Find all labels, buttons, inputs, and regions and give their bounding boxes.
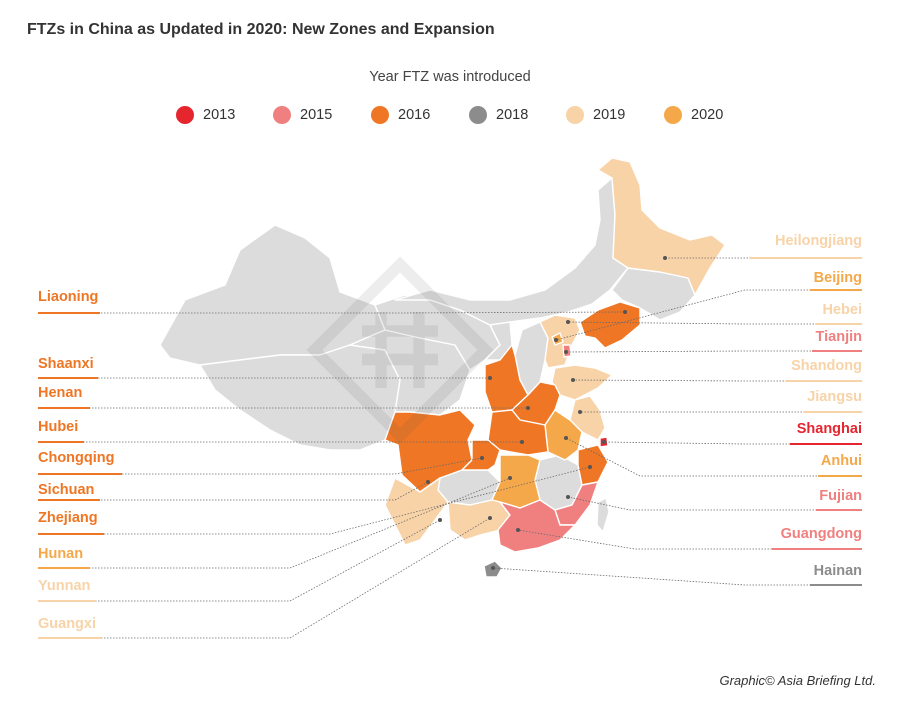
province-zhejiang: [577, 444, 609, 486]
legend-swatch-2015: [273, 106, 291, 124]
label-beijing: Beijing: [813, 270, 862, 286]
leader-line-guangxi: [38, 517, 491, 639]
province-shaanxi: [484, 344, 529, 413]
label-fujian: Fujian: [819, 488, 862, 504]
anchor-dot-shaanxi: [488, 376, 492, 380]
legend-item-2015: 2015: [273, 106, 332, 124]
anchor-dot-shanghai: [602, 440, 606, 444]
province-taiwan: [596, 497, 610, 533]
anchor-dot-guangxi: [488, 516, 492, 520]
label-hunan: Hunan: [38, 546, 84, 562]
province-heilongjiang: [597, 157, 726, 296]
leader-line-anhui: [565, 437, 862, 477]
anchor-dot-jiangsu: [578, 410, 582, 414]
label-chongqing: Chongqing: [38, 450, 115, 466]
label-sichuan: Sichuan: [38, 482, 95, 498]
anchor-dot-hebei: [566, 320, 570, 324]
legend-item-2020: 2020: [664, 106, 723, 124]
province-guangdong: [497, 499, 576, 553]
legend-label-2013: 2013: [203, 107, 236, 123]
anchor-dot-fujian: [566, 495, 570, 499]
anchor-dot-guangdong: [516, 528, 520, 532]
label-shandong: Shandong: [791, 358, 862, 374]
leader-line-zhejiang: [38, 466, 591, 535]
label-hainan: Hainan: [813, 563, 862, 579]
credit-text: Graphic© Asia Briefing Ltd.: [719, 673, 876, 688]
legend-label-2015: 2015: [300, 107, 333, 123]
legend-item-2019: 2019: [566, 106, 625, 124]
anchor-dot-liaoning: [623, 310, 627, 314]
leader-line-hainan: [492, 567, 862, 586]
legend-item-2013: 2013: [176, 106, 235, 124]
label-yunnan: Yunnan: [38, 578, 91, 594]
legend-label-2019: 2019: [593, 107, 626, 123]
anchor-dot-beijing: [554, 338, 558, 342]
anchor-dot-hainan: [491, 566, 495, 570]
anchor-dot-sichuan: [426, 480, 430, 484]
anchor-dot-heilongjiang: [663, 256, 667, 260]
label-shaanxi: Shaanxi: [38, 356, 94, 372]
legend-swatch-2020: [664, 106, 682, 124]
anchor-dot-hunan: [508, 476, 512, 480]
anchor-dot-anhui: [564, 436, 568, 440]
province-chongqing: [461, 439, 501, 471]
label-liaoning: Liaoning: [38, 289, 99, 305]
anchor-dot-tianjin: [564, 350, 568, 354]
label-guangdong: Guangdong: [780, 526, 862, 542]
label-tianjin: Tianjin: [815, 329, 862, 345]
chart-title: FTZs in China as Updated in 2020: New Zo…: [27, 21, 495, 38]
leader-line-liaoning: [38, 311, 626, 314]
label-guangxi: Guangxi: [38, 616, 97, 632]
anchor-dot-henan: [526, 406, 530, 410]
watermark-logo-icon: [306, 256, 494, 444]
leader-line-fujian: [567, 496, 862, 511]
label-heilongjiang: Heilongjiang: [775, 233, 862, 249]
legend-label-2018: 2018: [496, 107, 529, 123]
anchor-dot-hubei: [520, 440, 524, 444]
label-hubei: Hubei: [38, 419, 79, 435]
leader-line-sichuan: [38, 481, 429, 501]
legend-swatch-2013: [176, 106, 194, 124]
anchor-dot-shandong: [571, 378, 575, 382]
legend-swatch-2016: [371, 106, 389, 124]
leader-line-yunnan: [38, 519, 441, 602]
legend-label-2020: 2020: [691, 107, 724, 123]
label-anhui: Anhui: [820, 453, 862, 469]
label-henan: Henan: [38, 385, 83, 401]
leader-line-chongqing: [38, 457, 483, 475]
anchor-dot-chongqing: [480, 456, 484, 460]
leader-line-hunan: [38, 477, 511, 569]
anchor-dot-yunnan: [438, 518, 442, 522]
legend-title: Year FTZ was introduced: [369, 69, 531, 85]
label-zhejiang: Zhejiang: [38, 510, 98, 526]
label-hebei: Hebei: [822, 302, 863, 318]
label-jiangsu: Jiangsu: [807, 389, 862, 405]
label-shanghai: Shanghai: [796, 421, 862, 437]
legend-label-2016: 2016: [398, 107, 431, 123]
province-shandong: [551, 364, 613, 401]
anchor-dot-zhejiang: [588, 465, 592, 469]
legend-swatch-2019: [566, 106, 584, 124]
legend-swatch-2018: [469, 106, 487, 124]
province-liaoning: [579, 301, 641, 349]
legend-item-2016: 2016: [371, 106, 430, 124]
legend-item-2018: 2018: [469, 106, 528, 124]
province-anhui: [544, 409, 583, 461]
